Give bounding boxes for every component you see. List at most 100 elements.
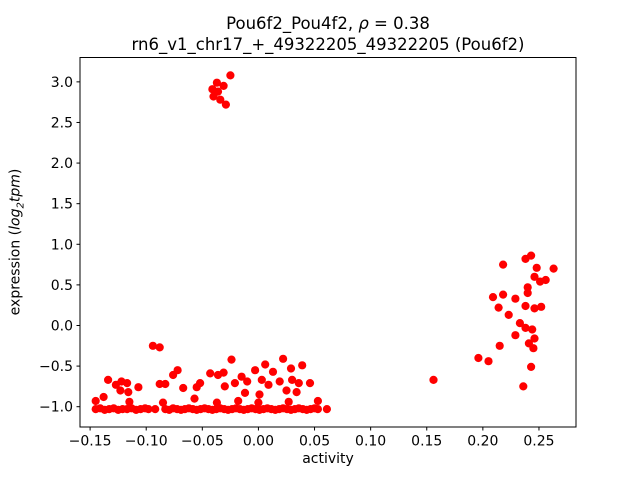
x-tick-label: 0.10 [355,434,386,450]
scatter-point [91,396,100,406]
scatter-point [511,294,520,303]
scatter-point [429,375,438,384]
scatter-point [251,366,260,375]
scatter-point [226,71,235,80]
scatter-point [294,379,303,388]
scatter-point [173,366,182,375]
scatter-point [219,368,228,377]
scatter-point [104,375,113,384]
scatter-point [499,260,508,269]
scatter-point [255,390,264,399]
x-tick-label: −0.10 [125,434,168,450]
x-tick-label: 0.25 [523,434,554,450]
scatter-point [261,360,270,369]
scatter-point [144,405,153,414]
scatter-point [219,81,228,90]
y-tick-label: 1.5 [51,197,73,213]
scatter-point [499,290,508,299]
scatter-point [322,405,331,414]
scatter-point [254,398,263,407]
x-tick-label: 0.20 [467,434,498,450]
y-tick-label: 1.0 [51,237,73,253]
scatter-point [155,343,164,352]
y-axis-label-suffix: ) [7,168,24,175]
scatter-point [216,95,225,104]
y-tick-label: 2.0 [51,156,73,172]
y-tick-label: −0.5 [39,359,73,375]
scatter-point [286,364,296,373]
y-axis-label-subscript: 2 [15,202,27,209]
y-axis-label-log: log [7,208,24,230]
scatter-point [196,379,205,388]
scatter-point [494,303,503,312]
chart-title: Pou6f2_Pou4f2, ρ = 0.38 [80,13,576,34]
scatter-point [511,331,520,340]
scatter-point [125,397,134,406]
y-tick-label: 3.0 [51,75,73,91]
chart-subtitle: rn6_v1_chr17_+_49322205_49322205 (Pou6f2… [131,35,525,54]
scatter-point [532,263,541,272]
scatter-point [488,293,498,302]
scatter-point [134,383,143,392]
scatter-point [288,375,297,384]
scatter-point [282,386,291,395]
y-tick-label: 0.0 [51,318,73,334]
scatter-point [523,288,532,298]
scatter-point [116,386,125,395]
scatter-point [313,405,322,414]
scatter-point [528,325,537,334]
scatter-point [515,319,525,328]
scatter-point [313,396,322,406]
scatter-point [206,369,215,378]
x-tick-label: 0.00 [243,434,274,450]
scatter-point [279,354,288,363]
y-axis-label: expression (log2tpm) [8,169,27,316]
scatter-point [230,379,239,388]
scatter-point [527,362,536,371]
scatter-point [179,383,188,393]
scatter-point [284,397,293,406]
chart-title-correlation-value: = 0.38 [368,14,430,33]
scatter-point [504,310,513,319]
scatter-point [275,377,284,386]
scatter-point [237,372,246,381]
scatter-point [292,388,301,397]
scatter-point [221,100,230,109]
scatter-point [158,398,168,407]
scatter-point [227,355,236,364]
scatter-point [474,353,483,363]
scatter-point [161,379,170,389]
y-tick-label: −1.0 [39,400,73,416]
x-tick-label: 0.15 [411,434,442,450]
scatter-point [521,301,530,311]
y-tick-label: 0.5 [51,278,73,294]
scatter-point [151,405,160,414]
x-tick-label: 0.05 [299,434,330,450]
scatter-point [190,394,199,403]
scatter-point [298,361,307,370]
scatter-point [484,357,493,366]
scatter-point [541,275,550,285]
scatter-point [530,272,539,281]
scatter-point [530,334,539,343]
scatter-point [240,388,250,397]
scatter-point [305,379,315,388]
scatter-point [529,344,538,353]
scatter-point [220,382,229,391]
scatter-point [212,398,221,407]
scatter-point [148,341,157,350]
scatter-point [243,377,252,386]
y-axis-label-tpm: tpm [7,174,24,203]
chart-title-block: Pou6f2_Pou4f2, ρ = 0.38 rn6_v1_chr17_+_4… [80,13,576,55]
scatter-point [495,341,504,350]
y-tick-label: 2.5 [51,115,73,131]
axes-spines [79,57,577,428]
scatter-point [521,323,530,332]
y-axis-label-prefix: expression ( [7,229,24,316]
scatter-point [519,382,528,391]
scatter-point [530,304,539,313]
scatter-point [123,379,132,388]
scatter-point [523,283,532,292]
